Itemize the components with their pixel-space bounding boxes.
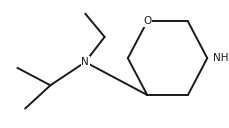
Text: O: O xyxy=(142,16,151,26)
Text: N: N xyxy=(81,57,89,67)
Text: NH: NH xyxy=(212,53,228,63)
